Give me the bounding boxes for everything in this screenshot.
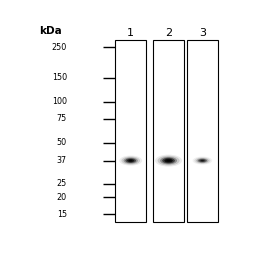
Ellipse shape xyxy=(160,157,177,164)
Ellipse shape xyxy=(192,156,212,165)
Ellipse shape xyxy=(155,155,182,167)
Text: 150: 150 xyxy=(52,73,67,82)
Ellipse shape xyxy=(124,157,138,164)
Text: 15: 15 xyxy=(57,210,67,219)
Ellipse shape xyxy=(198,159,207,163)
Text: 3: 3 xyxy=(199,28,206,38)
Ellipse shape xyxy=(119,156,142,166)
Ellipse shape xyxy=(201,160,204,161)
Ellipse shape xyxy=(125,158,136,163)
Ellipse shape xyxy=(167,160,171,162)
Ellipse shape xyxy=(121,156,140,165)
Bar xyxy=(187,40,218,222)
Ellipse shape xyxy=(127,159,134,162)
Text: 75: 75 xyxy=(57,114,67,123)
Ellipse shape xyxy=(162,158,175,163)
Ellipse shape xyxy=(129,160,133,161)
Text: 25: 25 xyxy=(57,179,67,188)
Text: 20: 20 xyxy=(57,193,67,201)
Ellipse shape xyxy=(199,159,206,162)
Text: 250: 250 xyxy=(52,43,67,52)
Bar xyxy=(153,40,184,222)
Text: 37: 37 xyxy=(57,156,67,165)
Ellipse shape xyxy=(194,157,210,164)
Ellipse shape xyxy=(158,156,180,165)
Ellipse shape xyxy=(196,158,209,163)
Ellipse shape xyxy=(164,159,173,163)
Text: kDa: kDa xyxy=(39,26,61,36)
Text: 50: 50 xyxy=(57,138,67,147)
Bar xyxy=(115,40,146,222)
Text: 1: 1 xyxy=(127,28,134,38)
Text: 2: 2 xyxy=(165,28,172,38)
Text: 100: 100 xyxy=(52,97,67,106)
